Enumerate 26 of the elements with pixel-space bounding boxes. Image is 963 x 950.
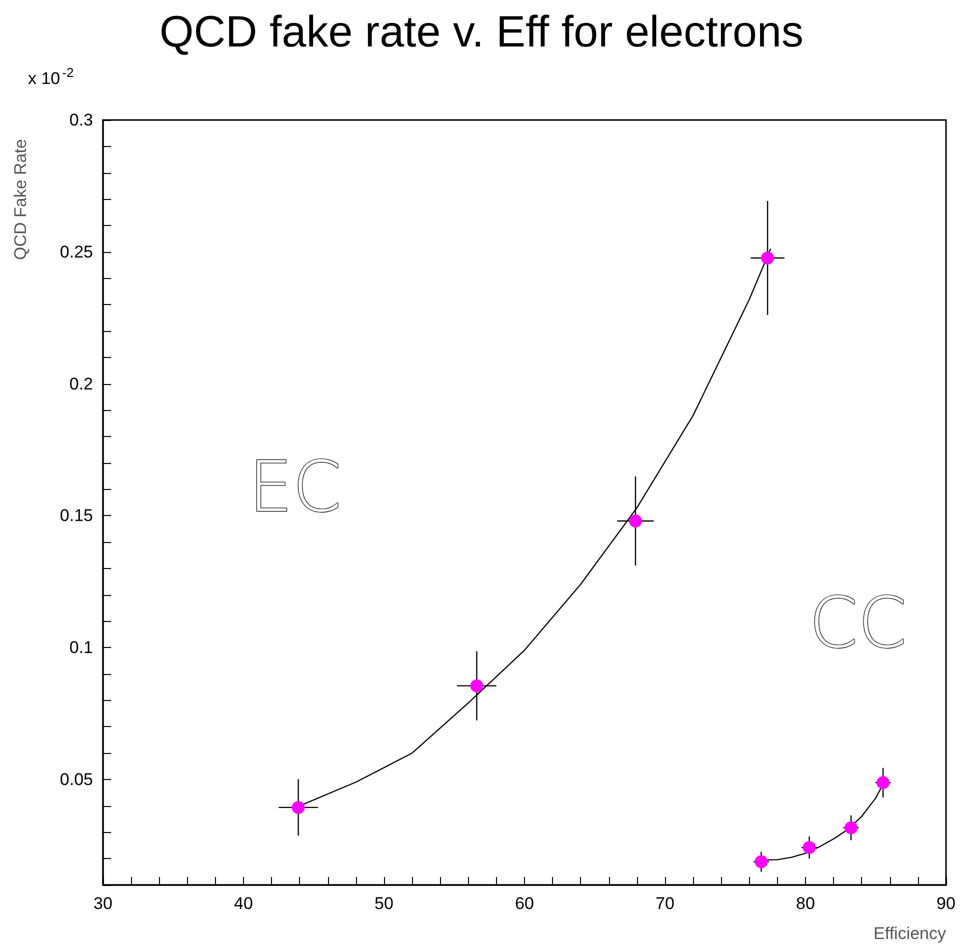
point — [761, 251, 774, 264]
y-tick-label: 0.15 — [60, 506, 93, 526]
annotation: EC — [248, 446, 342, 528]
x-axis-title: Efficiency — [874, 924, 946, 943]
y-tick-label: 0.25 — [60, 242, 93, 262]
x-tick-label: 70 — [656, 894, 674, 913]
y-tick-label: 0.3 — [69, 110, 93, 130]
x-tick-label: 80 — [796, 894, 815, 913]
y-tick-label: 0.05 — [60, 770, 93, 789]
point — [844, 821, 858, 834]
point — [876, 776, 890, 790]
point — [629, 514, 642, 528]
y-tick-label: 0.2 — [69, 374, 93, 394]
x-tick-label: 50 — [374, 894, 394, 913]
x-tick-label: 30 — [94, 894, 112, 913]
y-tick-label: 0.1 — [69, 638, 93, 658]
y-axis-title: QCD Fake Rate — [11, 139, 30, 260]
point — [802, 841, 816, 854]
point — [292, 800, 305, 814]
x-tick-label: 90 — [936, 894, 956, 913]
annotation: CC — [809, 582, 907, 664]
chart-title: QCD fake rate v. Eff for electrons — [160, 8, 804, 56]
x-tick-label: 60 — [515, 894, 534, 913]
point — [470, 679, 484, 692]
x-tick-label: 40 — [234, 894, 253, 913]
point — [754, 855, 768, 868]
